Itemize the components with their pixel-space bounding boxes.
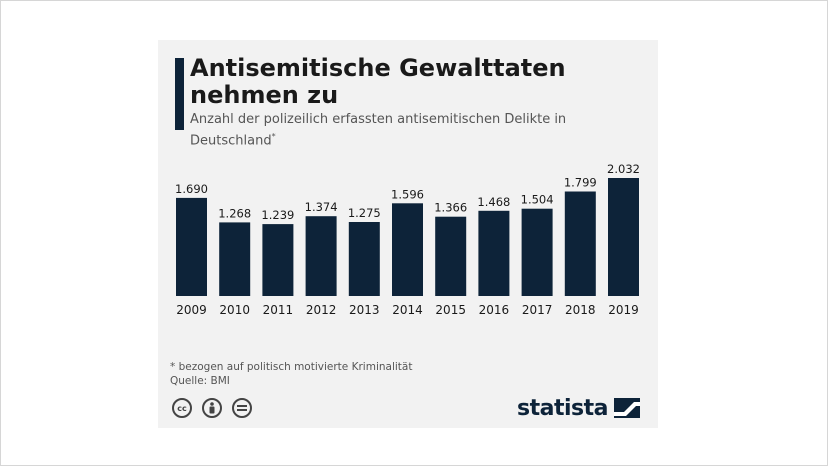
title-accent-bar [175,58,184,130]
bar-2015 [435,216,467,296]
chart-subtitle: Anzahl der polizeilich erfassten antisem… [190,111,650,149]
x-tick-2019: 2019 [608,303,639,317]
chart-title: Antisemitische Gewalttaten nehmen zu [190,54,566,109]
bar-2019 [608,178,639,296]
value-label-2013: 1.275 [348,206,381,220]
person-icon [209,402,215,414]
value-label-2019: 2.032 [607,162,640,176]
footnote: * bezogen auf politisch motivierte Krimi… [170,361,413,373]
bar-2016 [478,210,510,296]
subtitle-footnote-marker: * [271,132,276,141]
equals-icon [237,405,247,411]
x-tick-2010: 2010 [219,303,250,317]
x-tick-2012: 2012 [306,303,337,317]
x-tick-2017: 2017 [522,303,553,317]
bar-2017 [521,208,553,296]
by-icon [202,398,222,418]
x-tick-2015: 2015 [435,303,466,317]
subtitle-text: Anzahl der polizeilich erfassten antisem… [190,112,567,149]
bar-2013 [348,222,380,296]
value-label-2011: 1.239 [261,208,294,222]
x-tick-2011: 2011 [263,303,294,317]
x-tick-2016: 2016 [479,303,510,317]
x-tick-2018: 2018 [565,303,596,317]
brand-name: statista [517,395,608,421]
nd-icon [232,398,252,418]
value-label-2018: 1.799 [564,176,597,190]
cc-icon: cc [172,398,192,418]
bar-2011 [262,224,294,296]
x-tick-2009: 2009 [176,303,207,317]
bar-2010 [219,222,251,296]
bar-chart: 1.690 2009 1.268 2010 1.239 2011 1.374 2012 1.27… [175,162,640,317]
bar-2012 [305,216,337,296]
bar-2018 [564,191,596,296]
source-note: Quelle: BMI [170,375,230,387]
value-label-2012: 1.374 [305,200,338,214]
statista-brand[interactable]: statista [517,394,640,422]
value-label-2010: 1.268 [218,206,251,220]
x-tick-2014: 2014 [392,303,423,317]
value-label-2015: 1.366 [434,201,467,215]
value-label-2017: 1.504 [521,193,554,207]
license-icons: cc [172,398,252,420]
value-label-2016: 1.468 [477,195,510,209]
statista-logo-icon [613,398,640,418]
value-label-2014: 1.596 [391,187,424,201]
x-tick-2013: 2013 [349,303,380,317]
value-label-2009: 1.690 [175,182,208,196]
footnote-block: * bezogen auf politisch motivierte Krimi… [170,360,412,388]
bar-2014 [392,203,423,296]
bar-2009 [176,197,207,296]
